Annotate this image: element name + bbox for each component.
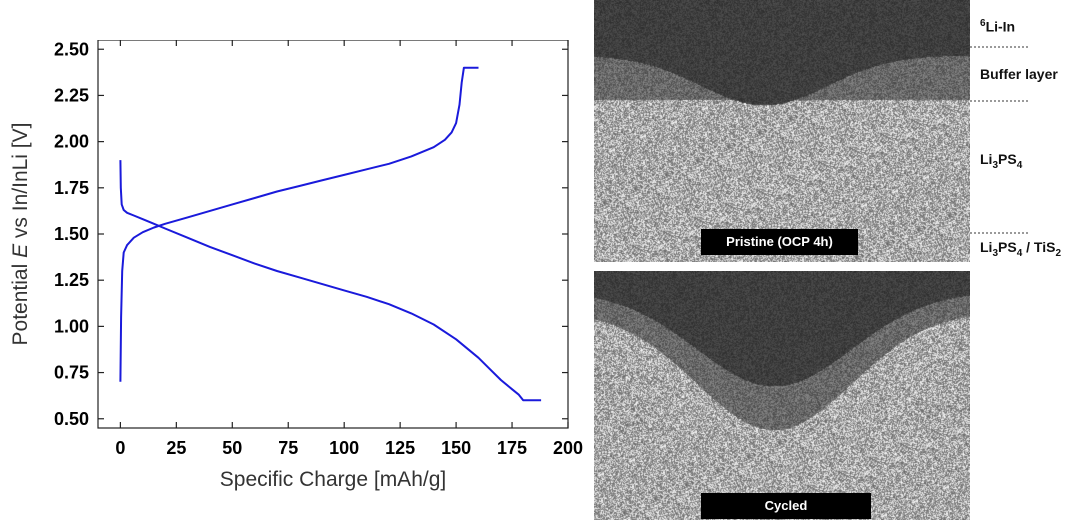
x-tick-label: 150: [441, 438, 471, 458]
x-tick-label: 100: [329, 438, 359, 458]
x-axis-label: Specific Charge [mAh/g]: [220, 468, 446, 491]
discharge-curve: [119, 160, 542, 402]
interface-line-buffer: [970, 100, 1028, 102]
caption-cycled: Cycled: [701, 493, 871, 519]
caption-pristine: Pristine (OCP 4h): [701, 229, 858, 255]
micrograph-pristine: Pristine (OCP 4h): [594, 0, 970, 262]
layer-label-buffer: Buffer layer: [980, 66, 1058, 82]
x-tick-label: 25: [166, 438, 186, 458]
x-tick-label: 175: [497, 438, 527, 458]
x-tick-label: 0: [115, 438, 125, 458]
y-tick-label: 1.50: [54, 224, 89, 244]
y-tick-label: 0.50: [54, 409, 89, 429]
interface-line-composite: [970, 232, 1028, 234]
y-tick-label: 2.50: [54, 40, 89, 59]
charge-curve: [119, 66, 479, 382]
interface-line-li-in: [970, 46, 1028, 48]
micrograph-cycled: Cycled: [594, 271, 970, 520]
y-tick-label: 1.25: [54, 270, 89, 290]
x-tick-label: 75: [278, 438, 298, 458]
x-tick-label: 50: [222, 438, 242, 458]
y-tick-label: 1.75: [54, 178, 89, 198]
y-tick-label: 1.00: [54, 316, 89, 336]
layer-label-li3ps4-tis2: Li3PS4 / TiS2: [980, 239, 1062, 259]
micrograph-pristine-image: [594, 0, 970, 262]
chart-svg: 0 25 50 75 100 125 150 175 200 0.50 0.75 1.00 1.25 1.…: [9, 40, 583, 491]
layer-label-li3ps4: Li3PS4: [980, 151, 1023, 171]
layer-label-li-in: 6Li-In: [980, 18, 1016, 35]
micrograph-cycled-image: [594, 271, 970, 520]
x-tick-label: 125: [385, 438, 415, 458]
plot-frame: [97, 40, 569, 429]
x-tick-label: 200: [553, 438, 583, 458]
y-tick-label: 2.00: [54, 132, 89, 152]
y-tick-label: 0.75: [54, 363, 89, 383]
y-tick-label: 2.25: [54, 85, 89, 105]
charge-discharge-chart: 0 25 50 75 100 125 150 175 200 0.50 0.75 1.00 1.25 1.…: [0, 40, 590, 500]
y-axis-label: Potential E vs In/InLi [V]: [9, 123, 32, 346]
